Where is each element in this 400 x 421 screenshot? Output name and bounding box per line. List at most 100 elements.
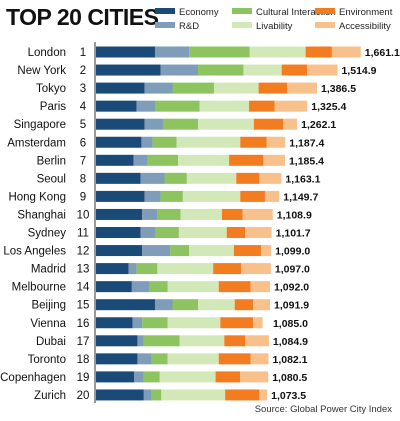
bar-segment-livability	[182, 190, 241, 202]
bar-segment-accessibility	[240, 371, 269, 383]
bar-segment-accessibility	[260, 245, 272, 257]
bar-segment-economy	[96, 208, 143, 220]
total-label: 1,084.9	[273, 336, 308, 348]
city-row: Copenhagen 19 1,080.5	[0, 371, 307, 384]
bar-segment-accessibility	[259, 172, 282, 184]
rank-label: 12	[77, 246, 90, 258]
bar-segment-r-d	[142, 245, 171, 257]
rank-label: 16	[77, 318, 90, 330]
city-label: Sydney	[28, 228, 67, 240]
total-label: 1,082.1	[272, 354, 307, 366]
city-label: Shanghai	[17, 209, 66, 221]
bar-segment-environment	[281, 64, 308, 76]
bar-segment-r-d	[143, 389, 152, 401]
total-label: 1,091.9	[274, 300, 309, 312]
bar-segment-accessibility	[266, 136, 286, 148]
bar-segment-economy	[96, 281, 132, 293]
bar-segment-accessibility	[253, 299, 271, 311]
rank-label: 14	[77, 282, 90, 294]
bar-segment-livability	[167, 353, 219, 365]
legend-label-5: Accessibility	[339, 21, 391, 32]
bar-segment-livability	[189, 245, 234, 257]
bar-segment-environment	[305, 46, 332, 58]
bar-segment-cultural-interaction	[151, 353, 168, 365]
bar-segment-cultural-interaction	[154, 227, 179, 238]
total-label: 1,101.7	[276, 228, 311, 240]
bar-segment-r-d	[136, 100, 155, 112]
bar-segment-economy	[96, 136, 142, 148]
total-label: 1,325.4	[311, 101, 346, 113]
city-row: Hong Kong 9 1,149.7	[8, 190, 318, 203]
total-label: 1,097.0	[275, 264, 310, 276]
total-label: 1,661.1	[365, 47, 400, 59]
legend-swatch-5	[315, 22, 335, 28]
bar-segment-livability	[161, 389, 226, 401]
rank-label: 6	[80, 137, 86, 149]
bar-segment-r-d	[144, 190, 161, 202]
bar-segment-r-d	[140, 172, 165, 184]
city-row: Berlin 7 1,185.4	[37, 154, 324, 167]
bar-segment-environment	[236, 172, 260, 184]
city-label: Singapore	[14, 119, 66, 131]
bar-segment-accessibility	[250, 353, 269, 365]
city-row: Paris 4 1,325.4	[40, 100, 346, 113]
bar-segment-accessibility	[264, 190, 280, 202]
bar-segment-environment	[258, 82, 288, 94]
city-label: Melbourne	[12, 282, 66, 294]
bar-segment-accessibility	[263, 154, 285, 166]
bar-segment-accessibility	[283, 118, 298, 130]
city-label: Vienna	[30, 318, 66, 330]
rank-label: 4	[80, 101, 87, 113]
bar-segment-economy	[96, 335, 138, 347]
bar-segment-r-d	[160, 64, 199, 76]
total-label: 1,073.5	[271, 390, 306, 402]
bar-segment-livability	[198, 299, 235, 311]
bar-segment-economy	[96, 227, 141, 238]
city-label: Seoul	[37, 173, 66, 185]
rank-label: 20	[77, 390, 90, 402]
legend-label-2: Cultural Interaction	[256, 7, 336, 18]
bar-segment-accessibility	[245, 335, 269, 347]
chart-source: Source: Global Power City Index	[255, 404, 393, 415]
bar-segment-cultural-interaction	[172, 82, 214, 94]
legend-swatch-0	[155, 8, 175, 14]
city-row: Tokyo 3 1,386.5	[36, 82, 356, 95]
bar-segment-economy	[96, 389, 144, 401]
rank-label: 9	[80, 191, 86, 203]
total-label: 1,099.0	[275, 246, 310, 258]
bar-segment-livability	[213, 82, 259, 94]
bar-segment-accessibility	[287, 82, 318, 94]
city-label: Madrid	[31, 264, 66, 276]
bar-segment-cultural-interaction	[152, 136, 177, 148]
bar-segment-cultural-interaction	[157, 208, 181, 220]
bar-segment-r-d	[133, 154, 148, 166]
bar-segment-livability	[243, 64, 282, 76]
bar-segment-livability	[180, 208, 222, 220]
city-label: Zurich	[34, 390, 66, 402]
bar-segment-cultural-interaction	[136, 263, 158, 275]
bar-segment-livability	[249, 46, 306, 58]
legend-label-3: Livability	[256, 21, 293, 32]
bar-segment-environment	[240, 136, 267, 148]
bar-segment-livability	[159, 371, 216, 383]
rank-label: 2	[80, 65, 86, 77]
bar-segment-environment	[215, 371, 241, 383]
city-label: Copenhagen	[0, 372, 66, 384]
bar-segment-environment	[225, 389, 260, 401]
city-row: Sydney 11 1,101.7	[28, 227, 311, 240]
bar-segment-cultural-interaction	[142, 317, 168, 329]
rank-label: 1	[80, 47, 86, 59]
legend-swatch-2	[232, 8, 252, 14]
legend-swatch-1	[155, 22, 175, 28]
bar-segment-r-d	[154, 299, 173, 311]
bar-segment-cultural-interaction	[149, 281, 168, 293]
rank-label: 11	[77, 228, 89, 240]
bar-segment-r-d	[144, 118, 164, 130]
bar-segment-economy	[96, 172, 141, 184]
bar-segment-r-d	[144, 82, 173, 94]
bar-segment-cultural-interaction	[164, 172, 187, 184]
city-row: Toronto 18 1,082.1	[28, 353, 308, 366]
bar-segment-livability	[157, 263, 214, 275]
city-row: Zurich 20 1,073.5	[34, 389, 306, 402]
bar-segment-environment	[253, 118, 284, 130]
